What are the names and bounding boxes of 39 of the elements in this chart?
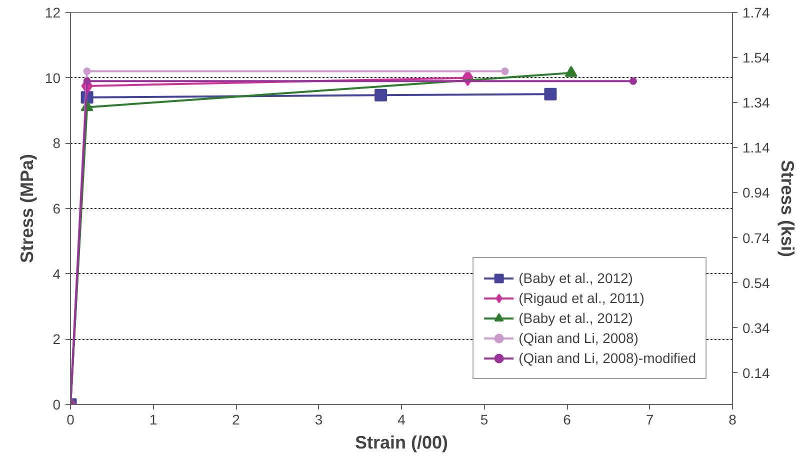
y2-tick-label: 0.94 xyxy=(742,184,770,201)
y-tick-label: 0 xyxy=(52,396,61,412)
y2-tick-label: 1.54 xyxy=(742,50,770,66)
y2-tick-label: 0.14 xyxy=(742,364,770,381)
y2-tick-label: 1.14 xyxy=(742,140,770,156)
point xyxy=(83,68,91,76)
point xyxy=(544,88,557,100)
x-tick-label: 8 xyxy=(728,412,737,428)
point xyxy=(83,77,91,85)
legend-label: (Rigaud et al., 2011) xyxy=(518,289,644,307)
y2-tick-label: 1.34 xyxy=(742,94,770,111)
x-tick-label: 5 xyxy=(480,412,488,428)
x-tick-label: 1 xyxy=(149,412,158,428)
x-tick-label: 2 xyxy=(232,412,240,428)
y-tick-label: 6 xyxy=(52,200,61,216)
y-tick-label: 2 xyxy=(52,331,61,348)
x-tick-label: 4 xyxy=(398,412,406,428)
legend-label: (Qian and Li, 2008)-modified xyxy=(518,349,696,367)
y2-tick-label: 0.74 xyxy=(742,230,770,246)
y-axis-title: Stress (MPa) xyxy=(16,154,37,264)
x-axis-title: Strain (/00) xyxy=(354,432,448,452)
point xyxy=(501,68,509,76)
legend-label: (Baby et al., 2012) xyxy=(518,269,633,287)
x-tick-label: 7 xyxy=(646,412,654,428)
point xyxy=(629,77,637,85)
y-tick-label: 4 xyxy=(52,266,61,282)
y2-axis-title: Stress (ksi) xyxy=(778,160,798,258)
point xyxy=(374,88,388,102)
y-tick-label: 10 xyxy=(44,70,61,86)
y2-tick-label: 0.34 xyxy=(742,320,770,336)
x-tick-label: 0 xyxy=(66,412,75,428)
legend-label: (Qian and Li, 2008) xyxy=(518,329,638,347)
x-tick-label: 3 xyxy=(314,412,323,428)
legend-label: (Baby et al., 2012) xyxy=(518,309,633,327)
x-tick-label: 6 xyxy=(563,412,572,428)
y2-tick-label: 1.74 xyxy=(742,4,770,20)
y-tick-label: 12 xyxy=(44,4,61,20)
y-tick-label: 8 xyxy=(52,135,61,152)
y2-tick-label: 0.54 xyxy=(742,274,770,291)
